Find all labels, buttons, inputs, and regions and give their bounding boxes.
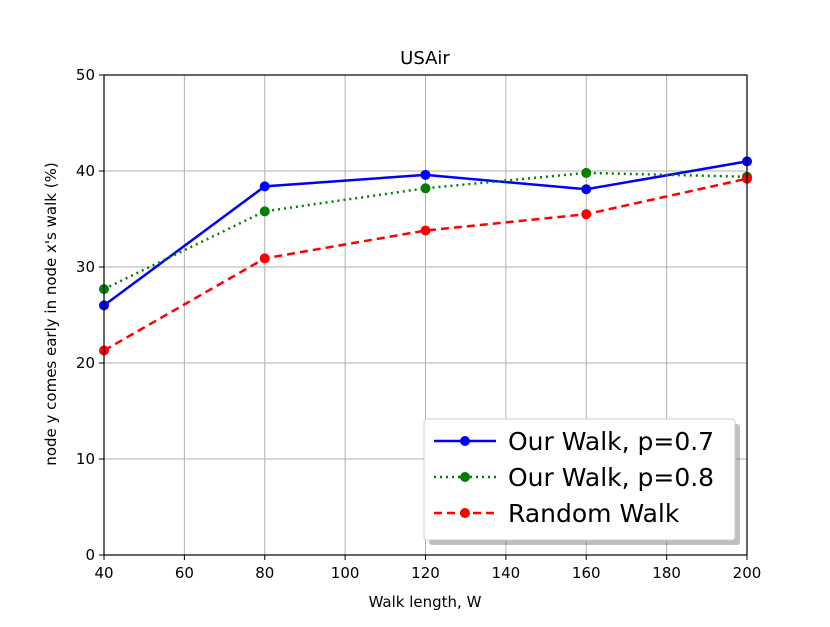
- chart-title: USAir: [400, 48, 450, 69]
- x-tick-label: 40: [94, 564, 113, 582]
- y-tick-label: 20: [76, 354, 95, 372]
- legend-label: Our Walk, p=0.8: [508, 463, 714, 492]
- legend-entry: Our Walk, p=0.8: [434, 463, 714, 492]
- y-tick-label: 0: [85, 546, 95, 564]
- data-point: [420, 225, 431, 236]
- x-tick-label: 160: [572, 564, 601, 582]
- x-tick-label: 200: [733, 564, 762, 582]
- data-point: [420, 169, 431, 180]
- legend-label: Our Walk, p=0.7: [508, 427, 714, 456]
- legend-entry: Random Walk: [434, 499, 680, 528]
- data-point: [581, 167, 592, 178]
- y-axis-label: node y comes early in node x's walk (%): [42, 162, 60, 465]
- y-tick-label: 30: [76, 258, 95, 276]
- legend-label: Random Walk: [508, 499, 680, 528]
- data-point: [581, 209, 592, 220]
- x-tick-label: 120: [411, 564, 440, 582]
- legend-marker: [460, 436, 470, 446]
- y-tick-label: 50: [76, 66, 95, 84]
- legend-entries: Our Walk, p=0.7 Our Walk, p=0.8 Random Wal…: [434, 427, 714, 528]
- x-tick-label: 60: [175, 564, 194, 582]
- legend-marker: [460, 508, 470, 518]
- data-point: [581, 184, 592, 195]
- legend-box: [423, 418, 736, 541]
- legend: Our Walk, p=0.7 Our Walk, p=0.8 Random Wal…: [423, 418, 740, 545]
- y-tick-label: 40: [76, 162, 95, 180]
- legend-entry: Our Walk, p=0.7: [434, 427, 714, 456]
- x-tick-label: 80: [255, 564, 274, 582]
- x-tick-label: 100: [331, 564, 360, 582]
- data-point: [259, 253, 270, 264]
- y-axis-ticks: 0 10 20 30 40 50: [76, 66, 104, 564]
- data-point: [420, 183, 431, 194]
- legend-marker: [460, 472, 470, 482]
- x-tick-label: 180: [652, 564, 681, 582]
- data-point: [259, 206, 270, 217]
- x-axis-label: Walk length, W: [369, 593, 482, 611]
- x-axis-ticks: 40 60 80 100 120 140 160 180 200: [94, 555, 761, 582]
- x-tick-label: 140: [492, 564, 521, 582]
- data-point: [259, 181, 270, 192]
- y-tick-label: 10: [76, 450, 95, 468]
- series-line: [103, 177, 748, 352]
